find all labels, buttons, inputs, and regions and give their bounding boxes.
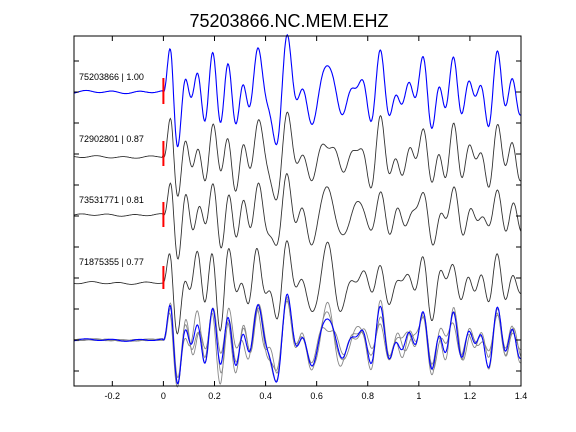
x-tick-label-7: 1.2 <box>464 391 477 401</box>
trace-label-75203866: 75203866 | 1.00 <box>79 72 144 82</box>
x-tick-label-5: 0.8 <box>361 391 374 401</box>
overlay-trace-73531771 <box>73 298 522 385</box>
trace-labels: 75203866 | 1.00 72902801 | 0.87 73531771 |… <box>79 72 144 267</box>
trace-73531771 <box>73 173 522 260</box>
x-axis: -0.2 0 0.2 0.4 0.6 0.8 1 1.2 1.4 <box>105 36 528 401</box>
trace-label-71875355: 71875355 | 0.77 <box>79 257 144 267</box>
x-tick-label-8: 1.4 <box>515 391 528 401</box>
traces-layer <box>73 33 522 388</box>
trace-75203866 <box>73 33 522 148</box>
overlay-trace-75203866 <box>73 293 522 385</box>
x-tick-label-2: 0.2 <box>208 391 221 401</box>
x-tick-label-0: -0.2 <box>105 391 121 401</box>
x-tick-label-4: 0.6 <box>310 391 323 401</box>
plot-frame <box>73 35 522 387</box>
trace-71875355 <box>73 240 522 335</box>
chart-title: 75203866.NC.MEM.EHZ <box>189 11 388 31</box>
y-ticks <box>74 60 521 372</box>
x-tick-label-3: 0.4 <box>259 391 272 401</box>
trace-72902801 <box>73 111 522 201</box>
trace-label-73531771: 73531771 | 0.81 <box>79 195 144 205</box>
x-tick-label-1: 0 <box>161 391 166 401</box>
trace-label-72902801: 72902801 | 0.87 <box>79 134 144 144</box>
x-tick-label-6: 1 <box>416 391 421 401</box>
